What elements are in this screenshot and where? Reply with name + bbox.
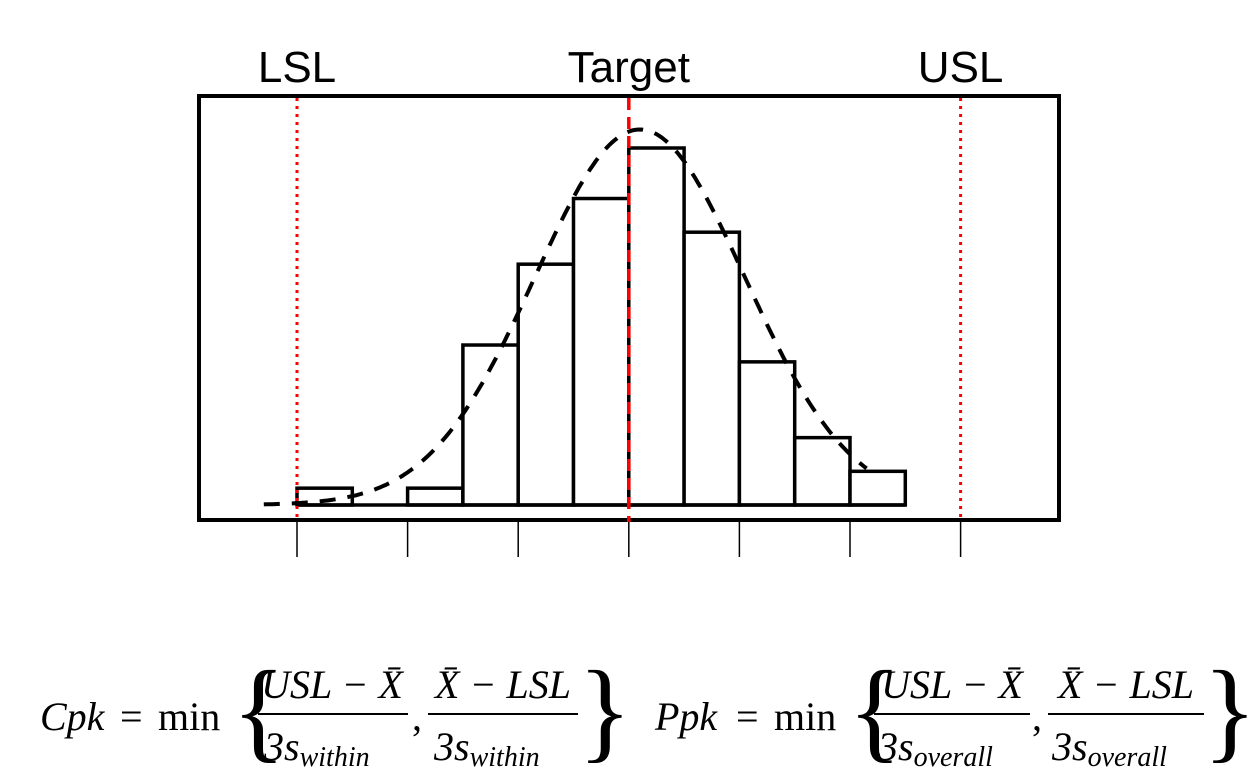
histogram-bar-8 [737,360,797,507]
target-label: Target [568,43,690,92]
ppk-formula: Ppk = min { USL − X̄ 3soverall , X̄ − LS… [654,649,1249,773]
cpk-min: min [158,694,220,739]
ppk-lhs: Ppk [654,694,718,739]
ppk-equals: = [736,694,759,739]
ppk-numerator-1: USL − X̄ [881,662,1024,707]
cpk-numerator-2: X̄ − LSL [433,662,571,707]
histogram-bar-7 [682,230,742,507]
histogram-bar-4 [516,262,576,507]
ppk-denominator-2: 3soverall [1051,724,1167,773]
ppk-numerator-2: X̄ − LSL [1056,662,1194,707]
capability-formulas: Cpk = min { USL − X̄ 3swithin , X̄ − LSL… [40,649,1249,773]
ppk-right-brace: } [1203,649,1249,773]
cpk-comma: , [412,694,422,739]
cpk-denominator-1: 3swithin [263,724,370,773]
cpk-lhs: Cpk [40,694,106,739]
ppk-min: min [774,694,836,739]
histogram-bar-6 [627,146,686,507]
lsl-label: LSL [258,43,336,92]
cpk-left-brace: { [232,649,286,773]
ppk-comma: , [1032,694,1042,739]
cpk-right-brace: } [578,649,632,773]
cpk-denominator-2: 3swithin [433,724,540,773]
usl-label: USL [918,43,1004,92]
histogram-bar-10 [848,469,908,507]
ppk-left-brace: { [848,649,902,773]
cpk-numerator-1: USL − X̄ [261,662,404,707]
ppk-denominator-1: 3soverall [877,724,993,773]
histogram-bar-5 [571,196,631,507]
cpk-equals: = [120,694,143,739]
cpk-formula: Cpk = min { USL − X̄ 3swithin , X̄ − LSL… [40,649,632,773]
histogram-bar-2 [405,486,465,507]
plot-layer: LSL Target USL [197,43,1061,557]
normal-curve [263,127,868,507]
